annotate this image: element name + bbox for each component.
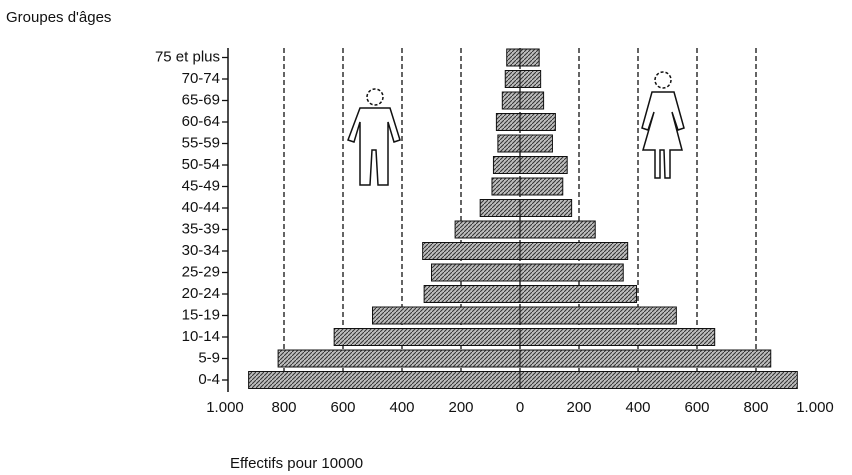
bar — [504, 70, 521, 88]
y-tick-label: 30-34 — [182, 242, 220, 259]
x-tick-label: 800 — [743, 399, 768, 416]
x-tick-label: 0 — [516, 399, 524, 416]
bar — [519, 349, 772, 368]
x-axis-label: Effectifs pour 10000 — [230, 455, 363, 472]
bar — [333, 328, 521, 346]
x-tick-label: 800 — [271, 399, 296, 416]
bar — [519, 242, 629, 260]
y-tick-label: 55-59 — [182, 134, 220, 151]
y-tick-label: 65-69 — [182, 91, 220, 108]
y-tick-label: 60-64 — [182, 113, 220, 130]
bar — [431, 263, 521, 282]
bar — [519, 199, 573, 217]
bar — [519, 113, 556, 131]
bar — [519, 306, 677, 325]
y-tick-label: 70-74 — [182, 70, 220, 87]
bar — [519, 263, 624, 282]
x-tick-label: 400 — [625, 399, 650, 416]
y-tick-label: 20-24 — [182, 285, 220, 302]
y-tick-label: 0-4 — [198, 371, 220, 388]
y-tick-label: 75 et plus — [155, 48, 220, 65]
y-tick-label: 5-9 — [198, 349, 220, 366]
bar — [519, 328, 716, 346]
bar — [519, 70, 542, 88]
bar — [491, 177, 521, 196]
bar — [519, 156, 568, 174]
x-tick-label: 1.000 — [206, 399, 244, 416]
x-tick-label: 600 — [684, 399, 709, 416]
bar — [519, 134, 553, 153]
x-tick-label: 200 — [566, 399, 591, 416]
bar — [248, 371, 521, 389]
x-tick-label: 600 — [330, 399, 355, 416]
y-tick-label: 10-14 — [182, 328, 220, 345]
bar — [423, 285, 521, 303]
y-tick-label: 25-29 — [182, 263, 220, 280]
bar — [501, 91, 521, 110]
bar — [506, 48, 521, 67]
bar — [422, 242, 521, 260]
x-tick-label: 400 — [389, 399, 414, 416]
y-tick-label: 35-39 — [182, 220, 220, 237]
chart-title: Groupes d'âges — [6, 9, 111, 26]
bar — [497, 134, 521, 153]
bar — [454, 220, 521, 239]
bar — [519, 177, 564, 196]
bar — [492, 156, 521, 174]
bar — [519, 285, 638, 303]
bar — [519, 220, 596, 239]
bar — [519, 371, 798, 389]
y-tick-label: 40-44 — [182, 199, 220, 216]
bar — [372, 306, 521, 325]
y-tick-label: 50-54 — [182, 156, 220, 173]
bar — [479, 199, 521, 217]
bar — [519, 91, 545, 110]
bar — [495, 113, 521, 131]
x-tick-label: 1.000 — [796, 399, 834, 416]
y-tick-label: 45-49 — [182, 177, 220, 194]
bar — [519, 48, 540, 67]
woman-icon — [641, 71, 685, 179]
bar — [277, 349, 521, 368]
man-icon — [347, 88, 401, 186]
x-tick-label: 200 — [448, 399, 473, 416]
y-tick-label: 15-19 — [182, 306, 220, 323]
